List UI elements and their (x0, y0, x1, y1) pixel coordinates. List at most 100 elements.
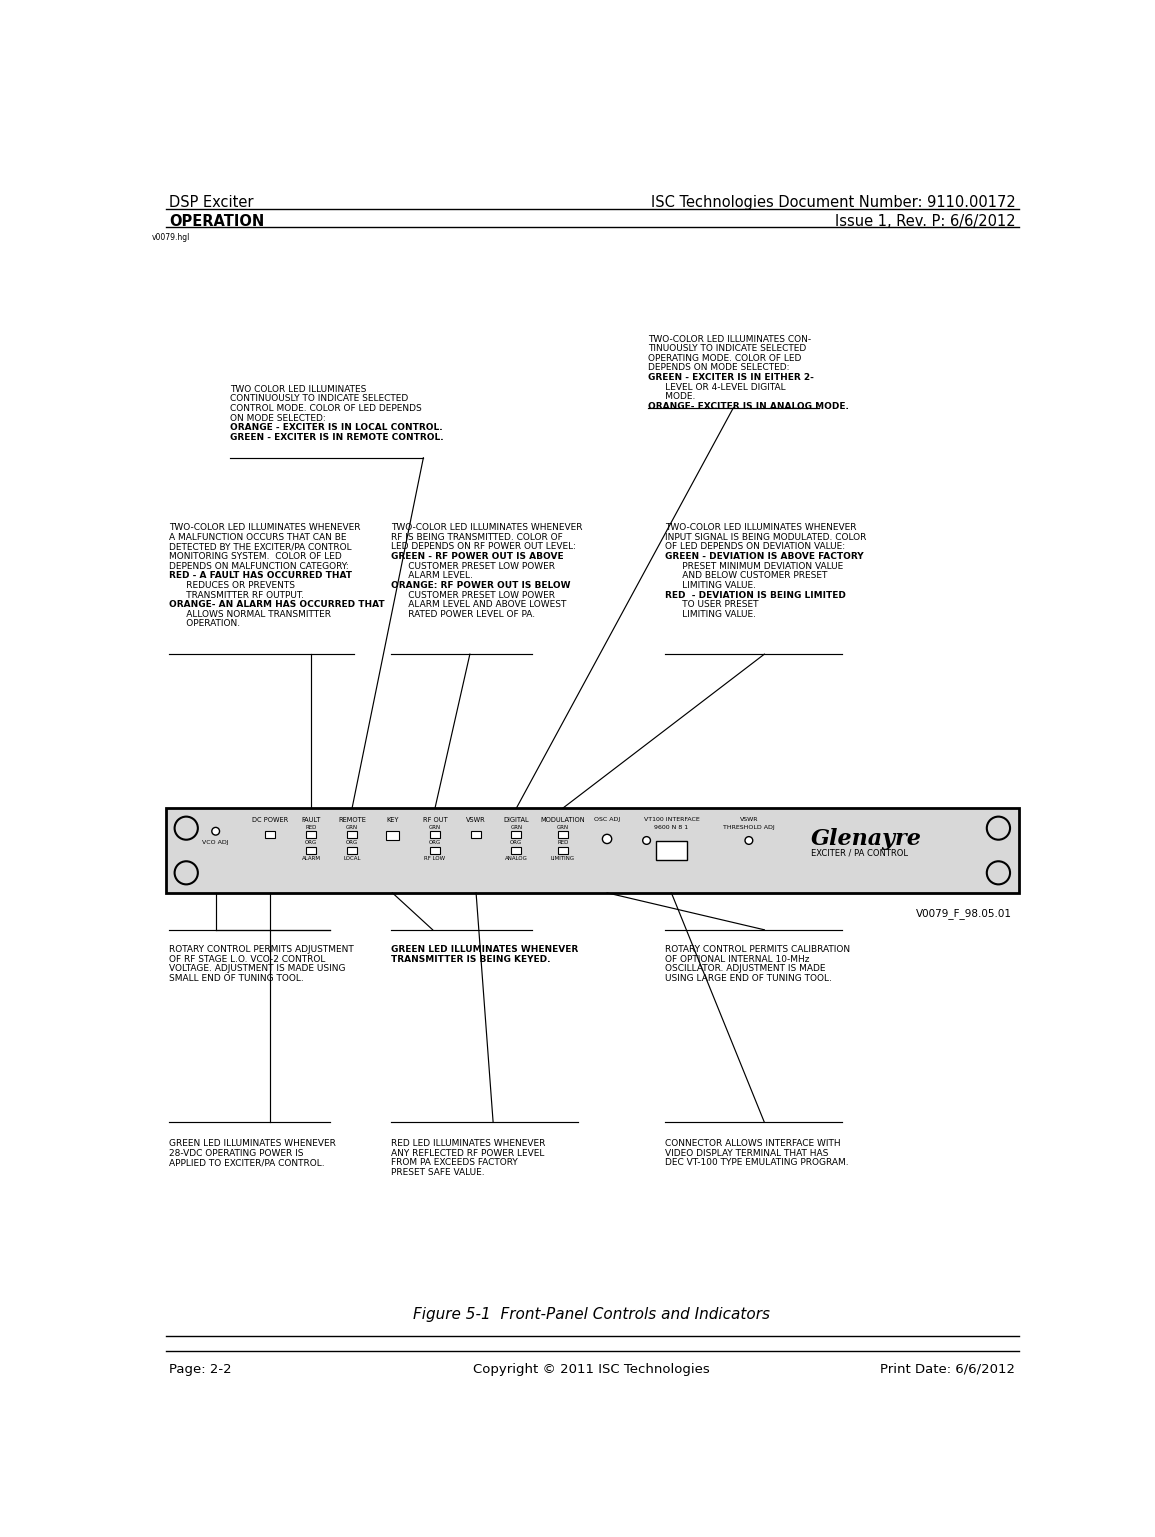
Text: RED LED ILLUMINATES WHENEVER: RED LED ILLUMINATES WHENEVER (390, 1139, 545, 1148)
Text: RED  - DEVIATION IS BEING LIMITED: RED - DEVIATION IS BEING LIMITED (665, 590, 847, 599)
Text: GREEN - DEVIATION IS ABOVE FACTORY: GREEN - DEVIATION IS ABOVE FACTORY (665, 552, 864, 561)
Text: APPLIED TO EXCITER/PA CONTROL.: APPLIED TO EXCITER/PA CONTROL. (169, 1159, 325, 1168)
Text: THRESHOLD ADJ: THRESHOLD ADJ (723, 825, 775, 830)
Text: TWO-COLOR LED ILLUMINATES CON-: TWO-COLOR LED ILLUMINATES CON- (648, 335, 811, 344)
Text: ORANGE - EXCITER IS IN LOCAL CONTROL.: ORANGE - EXCITER IS IN LOCAL CONTROL. (230, 423, 442, 432)
Text: FROM PA EXCEEDS FACTORY: FROM PA EXCEEDS FACTORY (390, 1159, 517, 1168)
Text: ORANGE: RF POWER OUT IS BELOW: ORANGE: RF POWER OUT IS BELOW (390, 581, 571, 590)
Text: CONTROL MODE. COLOR OF LED DEPENDS: CONTROL MODE. COLOR OF LED DEPENDS (230, 404, 422, 413)
Text: CONNECTOR ALLOWS INTERFACE WITH: CONNECTOR ALLOWS INTERFACE WITH (665, 1139, 841, 1148)
Text: LIMITING: LIMITING (551, 856, 575, 861)
Text: LIMITING VALUE.: LIMITING VALUE. (665, 581, 757, 590)
Bar (346, 832, 357, 838)
Circle shape (211, 827, 219, 835)
Text: TRANSMITTER RF OUTPUT.: TRANSMITTER RF OUTPUT. (169, 590, 304, 599)
Text: TWO-COLOR LED ILLUMINATES WHENEVER: TWO-COLOR LED ILLUMINATES WHENEVER (169, 523, 360, 532)
Text: DEPENDS ON MODE SELECTED:: DEPENDS ON MODE SELECTED: (648, 363, 790, 372)
Text: OPERATION.: OPERATION. (169, 619, 240, 629)
Text: DIGITAL: DIGITAL (504, 818, 529, 824)
Bar (264, 832, 275, 838)
Text: Copyright © 2011 ISC Technologies: Copyright © 2011 ISC Technologies (474, 1362, 710, 1376)
Text: AND BELOW CUSTOMER PRESET: AND BELOW CUSTOMER PRESET (665, 572, 827, 581)
Text: ANALOG: ANALOG (505, 856, 528, 861)
Text: VOLTAGE. ADJUSTMENT IS MADE USING: VOLTAGE. ADJUSTMENT IS MADE USING (169, 964, 345, 973)
Text: VIDEO DISPLAY TERMINAL THAT HAS: VIDEO DISPLAY TERMINAL THAT HAS (665, 1148, 828, 1157)
Bar (558, 847, 568, 853)
Text: ALARM: ALARM (301, 856, 320, 861)
Text: ORG: ORG (346, 841, 358, 845)
Text: GRN: GRN (511, 825, 522, 830)
Text: EXCITER / PA CONTROL: EXCITER / PA CONTROL (811, 848, 908, 858)
Text: SMALL END OF TUNING TOOL.: SMALL END OF TUNING TOOL. (169, 974, 304, 984)
Bar (306, 847, 316, 853)
Text: RED - A FAULT HAS OCCURRED THAT: RED - A FAULT HAS OCCURRED THAT (169, 572, 352, 581)
Text: OSC ADJ: OSC ADJ (594, 818, 620, 822)
Text: OF RF STAGE L.O. VCO-2 CONTROL: OF RF STAGE L.O. VCO-2 CONTROL (169, 954, 326, 964)
Text: MODULATION: MODULATION (541, 818, 586, 824)
Text: LIMITING VALUE.: LIMITING VALUE. (665, 610, 757, 619)
Text: VCO ADJ: VCO ADJ (202, 841, 229, 845)
Text: USING LARGE END OF TUNING TOOL.: USING LARGE END OF TUNING TOOL. (665, 974, 832, 984)
Text: DETECTED BY THE EXCITER/PA CONTROL: DETECTED BY THE EXCITER/PA CONTROL (169, 543, 352, 552)
Text: PRESET MINIMUM DEVIATION VALUE: PRESET MINIMUM DEVIATION VALUE (665, 561, 843, 570)
Text: DSP Exciter: DSP Exciter (169, 195, 254, 211)
Text: INPUT SIGNAL IS BEING MODULATED. COLOR: INPUT SIGNAL IS BEING MODULATED. COLOR (665, 533, 866, 543)
Text: GREEN - EXCITER IS IN EITHER 2-: GREEN - EXCITER IS IN EITHER 2- (648, 373, 814, 383)
Text: KEY: KEY (386, 818, 398, 824)
Text: DC POWER: DC POWER (252, 818, 288, 824)
Bar (306, 832, 316, 838)
Text: GRN: GRN (557, 825, 569, 830)
Text: REDUCES OR PREVENTS: REDUCES OR PREVENTS (169, 581, 296, 590)
Text: GRN: GRN (346, 825, 358, 830)
Circle shape (174, 861, 198, 884)
Text: ON MODE SELECTED:: ON MODE SELECTED: (230, 413, 326, 423)
Text: CUSTOMER PRESET LOW POWER: CUSTOMER PRESET LOW POWER (390, 590, 554, 599)
Text: CONTINUOUSLY TO INDICATE SELECTED: CONTINUOUSLY TO INDICATE SELECTED (230, 395, 408, 403)
Text: Figure 5-1  Front-Panel Controls and Indicators: Figure 5-1 Front-Panel Controls and Indi… (413, 1306, 770, 1322)
Text: Print Date: 6/6/2012: Print Date: 6/6/2012 (880, 1362, 1015, 1376)
Text: PRESET SAFE VALUE.: PRESET SAFE VALUE. (390, 1168, 484, 1177)
Text: TINUOUSLY TO INDICATE SELECTED: TINUOUSLY TO INDICATE SELECTED (648, 344, 806, 354)
Text: RF OUT: RF OUT (423, 818, 447, 824)
Text: ALLOWS NORMAL TRANSMITTER: ALLOWS NORMAL TRANSMITTER (169, 610, 331, 619)
Text: DEPENDS ON MALFUNCTION CATEGORY:: DEPENDS ON MALFUNCTION CATEGORY: (169, 561, 349, 570)
Text: ROTARY CONTROL PERMITS ADJUSTMENT: ROTARY CONTROL PERMITS ADJUSTMENT (169, 945, 353, 954)
Bar (346, 847, 357, 853)
Bar (430, 832, 440, 838)
Text: TRANSMITTER IS BEING KEYED.: TRANSMITTER IS BEING KEYED. (390, 954, 550, 964)
Text: OSCILLATOR. ADJUSTMENT IS MADE: OSCILLATOR. ADJUSTMENT IS MADE (665, 964, 826, 973)
Circle shape (603, 835, 612, 844)
Text: TWO-COLOR LED ILLUMINATES WHENEVER: TWO-COLOR LED ILLUMINATES WHENEVER (390, 523, 582, 532)
Text: GREEN LED ILLUMINATES WHENEVER: GREEN LED ILLUMINATES WHENEVER (390, 945, 578, 954)
Text: ALARM LEVEL AND ABOVE LOWEST: ALARM LEVEL AND ABOVE LOWEST (390, 601, 566, 609)
Bar (471, 832, 482, 838)
Text: GREEN - RF POWER OUT IS ABOVE: GREEN - RF POWER OUT IS ABOVE (390, 552, 564, 561)
Text: RATED POWER LEVEL OF PA.: RATED POWER LEVEL OF PA. (390, 610, 535, 619)
Text: v0079.hgl: v0079.hgl (152, 234, 191, 241)
Text: V0079_F_98.05.01: V0079_F_98.05.01 (916, 908, 1013, 919)
Text: MODE.: MODE. (648, 392, 695, 401)
Text: TWO COLOR LED ILLUMINATES: TWO COLOR LED ILLUMINATES (230, 384, 366, 393)
Text: LED DEPENDS ON RF POWER OUT LEVEL:: LED DEPENDS ON RF POWER OUT LEVEL: (390, 543, 576, 552)
Circle shape (986, 861, 1011, 884)
Text: VSWR: VSWR (739, 818, 758, 822)
Circle shape (745, 836, 753, 844)
Bar (166, 808, 1019, 893)
Text: GRN: GRN (429, 825, 441, 830)
Text: ORANGE- EXCITER IS IN ANALOG MODE.: ORANGE- EXCITER IS IN ANALOG MODE. (648, 403, 849, 410)
Bar (430, 847, 440, 853)
Text: ROTARY CONTROL PERMITS CALIBRATION: ROTARY CONTROL PERMITS CALIBRATION (665, 945, 850, 954)
Text: 28-VDC OPERATING POWER IS: 28-VDC OPERATING POWER IS (169, 1148, 304, 1157)
Text: RED: RED (557, 841, 568, 845)
Text: GREEN - EXCITER IS IN REMOTE CONTROL.: GREEN - EXCITER IS IN REMOTE CONTROL. (230, 433, 444, 441)
Text: LEVEL OR 4-LEVEL DIGITAL: LEVEL OR 4-LEVEL DIGITAL (648, 383, 785, 392)
Text: MONITORING SYSTEM.  COLOR OF LED: MONITORING SYSTEM. COLOR OF LED (169, 552, 342, 561)
Text: VT100 INTERFACE: VT100 INTERFACE (643, 818, 699, 822)
Text: ALARM LEVEL.: ALARM LEVEL. (390, 572, 472, 581)
Circle shape (642, 836, 650, 844)
Text: ANY REFLECTED RF POWER LEVEL: ANY REFLECTED RF POWER LEVEL (390, 1148, 544, 1157)
Bar (512, 832, 521, 838)
Text: 9600 N 8 1: 9600 N 8 1 (655, 825, 688, 830)
Bar (386, 832, 398, 839)
Text: OF LED DEPENDS ON DEVIATION VALUE:: OF LED DEPENDS ON DEVIATION VALUE: (665, 543, 845, 552)
